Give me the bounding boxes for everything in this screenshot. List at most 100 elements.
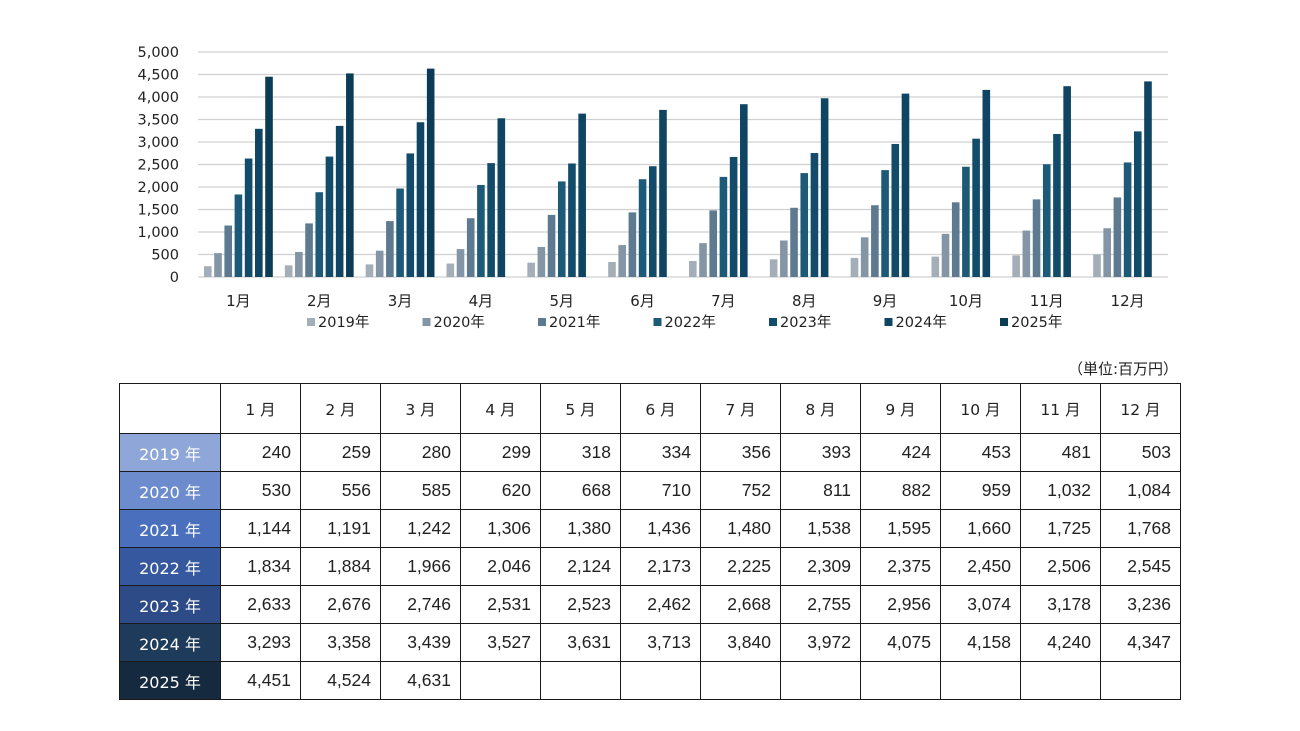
table-cell: 503: [1100, 433, 1181, 472]
year-header: 2020 年: [119, 471, 221, 510]
bar: [365, 264, 374, 277]
table-cell: 2,633: [220, 585, 301, 624]
table-cell: 3,972: [780, 623, 861, 662]
table-cell: [540, 661, 621, 700]
table-cell: 2,506: [1020, 547, 1101, 586]
bar: [860, 237, 869, 277]
table-cell: 2,676: [300, 585, 381, 624]
bar: [659, 109, 667, 277]
legend-label: 2022年: [665, 314, 716, 331]
bar: [265, 76, 273, 277]
unit-label: （単位:百万円）: [1067, 360, 1178, 378]
bar: [305, 223, 313, 277]
table-cell: 2,462: [620, 585, 701, 624]
x-tick-label: 12月: [1111, 292, 1145, 310]
table-cell: 1,480: [700, 509, 781, 548]
legend-swatch: [769, 318, 777, 326]
legend-label: 2019年: [318, 314, 369, 331]
month-header: 1 月: [220, 383, 301, 434]
x-tick-label: 6月: [630, 292, 655, 310]
bar: [255, 128, 263, 277]
year-header: 2021 年: [119, 509, 221, 548]
table-row: 2020 年 530 556 585 620 668 710 752 811 882 959 1,03…: [119, 471, 1181, 510]
table-cell: 3,840: [700, 623, 781, 662]
table-row: 2022 年 1,834 1,884 1,966 2,046 2,124 2,173 2,22…: [119, 547, 1181, 586]
bar: [709, 210, 718, 277]
bar: [780, 240, 788, 277]
month-header: 12 月: [1100, 383, 1181, 434]
bar: [941, 233, 950, 277]
bar: [608, 261, 616, 277]
table-cell: 752: [700, 471, 781, 510]
month-header: 9 月: [860, 383, 941, 434]
bar: [406, 153, 415, 277]
table-cell: 4,240: [1020, 623, 1101, 662]
y-tick-label: 3,000: [137, 135, 179, 151]
bar: [295, 251, 303, 277]
y-tick-label: 2,500: [137, 158, 179, 174]
bar: [719, 176, 728, 277]
table-cell: 620: [460, 471, 541, 510]
table-cell: 3,358: [300, 623, 381, 662]
bar-chart: 0 500 1,000 1,500 2,000 2,500 3,000 3,500 4,000 4…: [137, 45, 1168, 331]
year-header: 2023 年: [119, 585, 221, 624]
x-tick-label: 8月: [792, 292, 817, 310]
table-cell: 1,084: [1100, 471, 1181, 510]
table-cell: 4,347: [1100, 623, 1181, 662]
bar: [820, 98, 829, 277]
bar: [224, 225, 233, 277]
table-cell: 1,436: [620, 509, 701, 548]
bar: [729, 156, 738, 277]
bar: [284, 265, 293, 277]
year-header: 2022 年: [119, 547, 221, 586]
table-cell: 1,834: [220, 547, 301, 586]
bar: [446, 263, 455, 277]
month-header: 11 月: [1020, 383, 1101, 434]
table-cell: 259: [300, 433, 381, 472]
y-tick-label: 4,000: [137, 90, 179, 106]
table-cell: 424: [860, 433, 941, 472]
table-cell: 3,074: [940, 585, 1021, 624]
month-header: 6 月: [620, 383, 701, 434]
table-cell: 3,631: [540, 623, 621, 662]
table-cell: 1,306: [460, 509, 541, 548]
bar: [972, 138, 980, 277]
x-tick-label: 11月: [1030, 292, 1064, 310]
table-cell: 1,380: [540, 509, 621, 548]
bar: [578, 113, 586, 277]
month-header: 5 月: [540, 383, 621, 434]
bar: [416, 122, 425, 278]
table-cell: 2,531: [460, 585, 541, 624]
legend-label: 2020年: [434, 314, 485, 331]
table-cell: [700, 661, 781, 700]
legend-swatch: [422, 318, 431, 326]
bar: [982, 89, 991, 277]
bar: [244, 158, 253, 277]
table-cell: 280: [380, 433, 461, 472]
month-header: 3 月: [380, 383, 461, 434]
bar: [901, 93, 910, 277]
bar: [1053, 133, 1061, 277]
bar: [871, 205, 879, 277]
bar: [456, 249, 465, 277]
table-cell: 668: [540, 471, 621, 510]
y-tick-label: 3,500: [137, 113, 179, 129]
table-cell: 1,144: [220, 509, 301, 548]
table-cell: [1100, 661, 1181, 700]
table-row: 2025 年 4,451 4,524 4,631: [119, 661, 1181, 700]
bar: [335, 125, 344, 277]
bar: [466, 218, 475, 277]
table-cell: 240: [220, 433, 301, 472]
table-cell: 1,725: [1020, 509, 1101, 548]
bar: [497, 118, 506, 277]
x-tick-label: 7月: [711, 292, 736, 310]
table-row: 2021 年 1,144 1,191 1,242 1,306 1,380 1,436 1,48…: [119, 509, 1181, 548]
y-tick-label: 1,500: [137, 203, 179, 219]
table-cell: 3,439: [380, 623, 461, 662]
table-cell: 393: [780, 433, 861, 472]
bar: [396, 188, 404, 277]
bar: [1144, 81, 1152, 277]
bar: [346, 73, 354, 277]
legend-swatch: [307, 318, 315, 326]
